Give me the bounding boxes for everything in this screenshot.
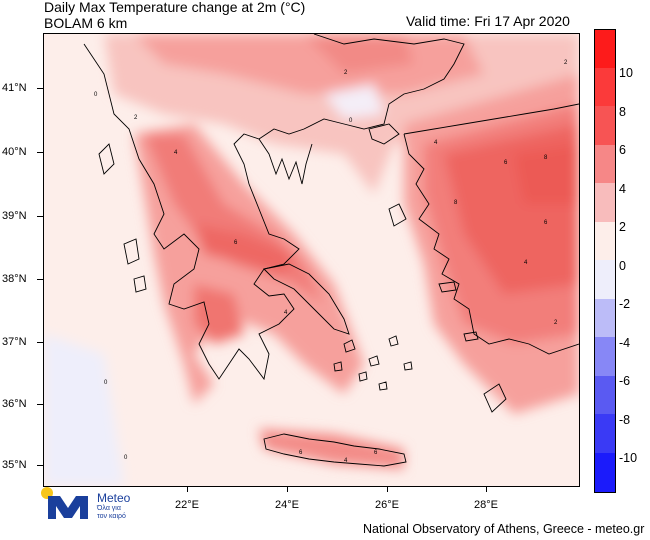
colorbar-segment (595, 222, 615, 260)
lon-label: 28°E (474, 499, 498, 511)
colorbar-segment (595, 30, 615, 68)
coastline-kos (463, 331, 479, 342)
lon-tick (187, 486, 188, 492)
contour-label: 4 (434, 140, 438, 146)
logo-tagline-2: τον καιρό (97, 513, 126, 520)
lat-label: 36°N (2, 398, 27, 410)
contour-label: 6 (374, 450, 378, 456)
contour-label: 4 (524, 260, 528, 266)
logo-name: Meteo (97, 491, 131, 505)
contour-label: 0 (124, 455, 128, 461)
coastlines (83, 34, 579, 467)
colorbar-segment (595, 376, 615, 414)
colorbar-label: -2 (619, 297, 631, 311)
coastline-samos (438, 281, 457, 293)
contour-labels: 0 2 4 6 0 2 4 6 8 8 6 4 2 2 6 4 6 0 0 4 (94, 60, 568, 464)
coastline-mainland (83, 34, 465, 381)
contour-label: 0 (349, 118, 353, 124)
colorbar-segment (595, 106, 615, 145)
colorbar-label: 2 (619, 220, 626, 234)
coastline-euboea (263, 263, 350, 335)
coastline-rhodes (483, 383, 507, 413)
colorbar-label: 8 (619, 105, 626, 119)
contour-label: 2 (564, 60, 568, 66)
colorbar-segment (595, 260, 615, 299)
lon-label: 26°E (375, 499, 399, 511)
coastline-chios (388, 203, 407, 227)
colorbar-label: 4 (619, 182, 626, 196)
lon-tick (387, 486, 388, 492)
lat-label: 38°N (2, 273, 27, 285)
coastline-chalkidiki (258, 138, 313, 185)
lat-tick (37, 279, 43, 280)
lat-label: 41°N (2, 82, 27, 94)
title-line-2: BOLAM 6 km (44, 15, 128, 31)
colorbar-label: 10 (619, 66, 633, 80)
logo-tagline: Όλα για τον καιρό (97, 505, 126, 521)
contour-label: 4 (174, 150, 178, 156)
temperature-field (44, 34, 579, 486)
coastline-corfu (98, 143, 115, 175)
contour-label: 8 (454, 200, 458, 206)
contour-label: 4 (284, 310, 288, 316)
coastline-cyclades (333, 335, 413, 391)
colorbar-segment (595, 183, 615, 222)
valid-time: Valid time: Fri 17 Apr 2020 (406, 13, 570, 29)
lat-tick (37, 216, 43, 217)
contour-label: 0 (94, 92, 98, 98)
contour-label: 6 (544, 220, 548, 226)
lat-label: 37°N (2, 336, 27, 348)
lat-label: 40°N (2, 146, 27, 158)
contour-label: 2 (344, 70, 348, 76)
colorbar-label: -4 (619, 336, 631, 350)
chart-title: Daily Max Temperature change at 2m (°C) … (44, 0, 305, 31)
map-panel: 0 2 4 6 0 2 4 6 8 8 6 4 2 2 6 4 6 0 0 4 (43, 33, 580, 487)
colorbar-segment (595, 68, 615, 106)
colorbar-segment (595, 453, 615, 492)
contour-label: 6 (504, 160, 508, 166)
contour-label: 8 (544, 155, 548, 161)
coastline-turkey (403, 103, 579, 355)
contour-label: 2 (134, 115, 138, 121)
lat-tick (37, 404, 43, 405)
colorbar-segment (595, 414, 615, 453)
lat-tick (37, 152, 43, 153)
lat-tick (37, 342, 43, 343)
colorbar-label: -6 (619, 374, 631, 388)
coastline-kefalonia (123, 238, 140, 265)
footer-credit: National Observatory of Athens, Greece -… (363, 522, 645, 536)
colorbar-segment (595, 337, 615, 376)
colorbar-label: 0 (619, 259, 626, 273)
lat-tick (37, 465, 43, 466)
contour-label: 6 (234, 240, 238, 246)
lat-tick (37, 88, 43, 89)
lon-tick (287, 486, 288, 492)
logo-tagline-1: Όλα για (97, 505, 121, 512)
contour-label: 4 (344, 458, 348, 464)
colorbar-label: 6 (619, 143, 626, 157)
meteo-logo-icon (40, 486, 95, 525)
lon-tick (486, 486, 487, 492)
title-line-1: Daily Max Temperature change at 2m (°C) (44, 0, 306, 15)
colorbar-label: -10 (619, 451, 638, 465)
contour-label: 6 (299, 450, 303, 456)
contour-label: 2 (554, 320, 558, 326)
colorbar (594, 29, 616, 493)
temperature-map: 0 2 4 6 0 2 4 6 8 8 6 4 2 2 6 4 6 0 0 4 (44, 34, 579, 486)
lat-label: 39°N (2, 210, 27, 222)
contour-label: 0 (104, 380, 108, 386)
coastline-lesbos (368, 123, 400, 145)
coastline-zakynthos (133, 275, 147, 293)
colorbar-segment (595, 145, 615, 183)
colorbar-label: -8 (619, 413, 631, 427)
lon-label: 24°E (275, 499, 299, 511)
lat-label: 35°N (2, 459, 27, 471)
coastline-crete (263, 433, 407, 467)
lon-label: 22°E (175, 499, 199, 511)
colorbar-segment (595, 299, 615, 337)
